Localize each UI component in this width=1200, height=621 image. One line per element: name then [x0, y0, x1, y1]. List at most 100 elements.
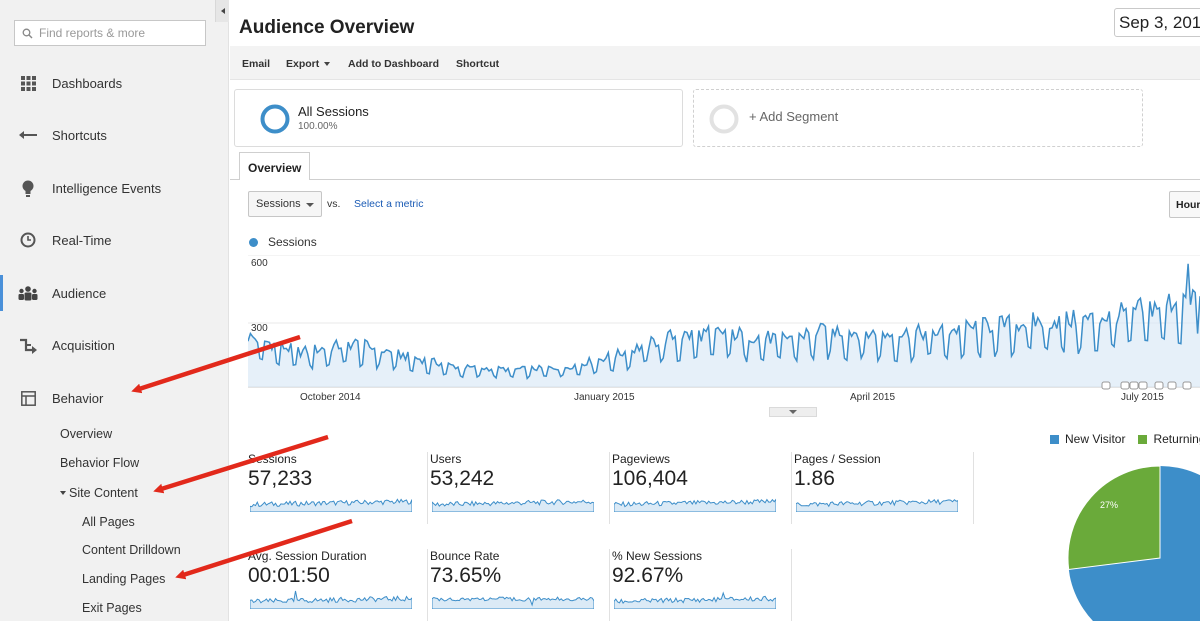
- tab-overview[interactable]: Overview: [239, 152, 310, 180]
- sub-item-content-drilldown[interactable]: Content Drilldown: [82, 543, 181, 557]
- search-input[interactable]: [39, 26, 199, 40]
- x-tick-label: January 2015: [574, 392, 635, 403]
- page-title: Audience Overview: [239, 17, 415, 38]
- segment-title: All Sessions: [298, 104, 369, 119]
- legend-swatch: [1050, 434, 1059, 444]
- nav-behavior[interactable]: Behavior: [0, 380, 228, 416]
- scorecard-label: Bounce Rate: [430, 549, 500, 563]
- clock-icon: [18, 230, 38, 250]
- caret-down-icon: [306, 203, 314, 207]
- empty-segment-ring-icon: [709, 104, 739, 134]
- scorecard-value: 00:01:50: [248, 564, 330, 587]
- nav-real-time[interactable]: Real-Time: [0, 222, 228, 258]
- scorecard-label: Sessions: [248, 452, 297, 466]
- scorecard-label: % New Sessions: [612, 549, 703, 563]
- shortcut-arrow-icon: [18, 125, 38, 145]
- legend-label: Sessions: [268, 235, 317, 249]
- scorecard-value: 73.65%: [430, 564, 502, 587]
- select-metric-link[interactable]: Select a metric: [354, 198, 424, 210]
- add-segment-box[interactable]: + Add Segment: [693, 89, 1143, 147]
- chevron-left-icon: [220, 8, 225, 14]
- nav-audience[interactable]: Audience: [0, 275, 228, 311]
- pie-label: 27%: [1100, 500, 1118, 510]
- scorecard-value: 92.67%: [612, 564, 684, 587]
- pie-legend: New Visitor Returning Visitor: [1050, 432, 1200, 446]
- caret-down-icon: [324, 62, 331, 66]
- scorecard-users[interactable]: Users 53,242: [430, 452, 610, 524]
- sub-item-behavior-flow[interactable]: Behavior Flow: [60, 456, 140, 470]
- scorecard-value: 57,233: [248, 467, 313, 490]
- legend-swatch: [1138, 434, 1148, 444]
- nav-label: Dashboards: [52, 75, 123, 91]
- legend-returning-visitor: Returning Visitor: [1138, 432, 1200, 446]
- nav-dashboards[interactable]: Dashboards: [0, 65, 228, 101]
- sub-item-site-content[interactable]: Site Content: [60, 486, 138, 500]
- scorecard-bounce-rate[interactable]: Bounce Rate 73.65%: [430, 549, 610, 621]
- segment-all-sessions[interactable]: All Sessions 100.00%: [234, 89, 683, 147]
- caret-down-icon: [789, 410, 797, 414]
- nav-label: Audience: [52, 285, 107, 301]
- nav-shortcuts[interactable]: Shortcuts: [0, 117, 228, 153]
- scorecard-avg-session-duration[interactable]: Avg. Session Duration 00:01:50: [248, 549, 428, 621]
- sparkline: [432, 499, 594, 512]
- scorecard-pageviews[interactable]: Pageviews 106,404: [612, 452, 792, 524]
- chart-legend: Sessions: [249, 235, 317, 249]
- hourly-button[interactable]: Hourly: [1169, 191, 1200, 218]
- sub-item-landing-pages[interactable]: Landing Pages: [82, 572, 166, 586]
- sub-item-exit-pages[interactable]: Exit Pages: [82, 601, 142, 615]
- collapse-sidebar-button[interactable]: [215, 0, 229, 22]
- sparkline: [432, 596, 594, 609]
- header: Audience Overview Sep 3, 2014: [230, 0, 1200, 46]
- sub-item-overview[interactable]: Overview: [60, 427, 113, 441]
- sidebar: Dashboards Shortcuts Intelligence Events…: [0, 0, 229, 621]
- segment-percentage: 100.00%: [298, 121, 338, 132]
- visitor-pie-chart: 27%: [1067, 465, 1200, 621]
- segment-ring-icon: [260, 104, 290, 134]
- nav-label: Acquisition: [52, 337, 115, 353]
- sparkline: [614, 498, 776, 512]
- date-range-picker[interactable]: Sep 3, 2014: [1114, 8, 1200, 37]
- email-button[interactable]: Email: [242, 58, 271, 70]
- legend-label: Returning Visitor: [1153, 432, 1200, 446]
- search-box[interactable]: [14, 20, 206, 46]
- sparkline: [250, 590, 412, 609]
- scorecard-label: Users: [430, 452, 462, 466]
- nav-label: Behavior: [52, 390, 104, 406]
- nav-label: Real-Time: [52, 232, 112, 248]
- nav-acquisition[interactable]: Acquisition: [0, 327, 228, 363]
- vs-label: vs.: [327, 198, 341, 210]
- metric-select[interactable]: Sessions: [248, 191, 322, 217]
- legend-label: New Visitor: [1065, 432, 1126, 446]
- chart-resize-handle[interactable]: [769, 407, 817, 417]
- x-tick-label: October 2014: [300, 392, 361, 403]
- shortcut-button[interactable]: Shortcut: [456, 58, 500, 70]
- caret-down-icon: [60, 491, 66, 495]
- sessions-line-chart: 600 300 October 2014 January 2015 April …: [248, 255, 1200, 403]
- x-tick-label: July 2015: [1121, 392, 1164, 403]
- pie-slice-returning: [1067, 465, 1161, 571]
- metric-select-value: Sessions: [256, 198, 301, 210]
- scorecard-label: Pages / Session: [794, 452, 881, 466]
- export-button[interactable]: Export: [286, 58, 331, 70]
- scorecard-pages-per-session[interactable]: Pages / Session 1.86: [794, 452, 974, 524]
- sparkline: [614, 591, 776, 609]
- export-label: Export: [286, 58, 320, 70]
- scorecard-value: 1.86: [794, 467, 835, 490]
- nav-intelligence-events[interactable]: Intelligence Events: [0, 170, 228, 206]
- legend-dot: [249, 237, 258, 247]
- sub-item-all-pages[interactable]: All Pages: [82, 515, 135, 529]
- sessions-series-line: [248, 263, 1200, 380]
- scorecard-label: Avg. Session Duration: [248, 549, 367, 563]
- y-tick-label: 600: [251, 258, 268, 269]
- toolbar: Email Export Add to Dashboard Shortcut: [230, 46, 1200, 80]
- add-to-dashboard-button[interactable]: Add to Dashboard: [348, 58, 439, 70]
- y-tick-label: 300: [251, 323, 268, 334]
- x-tick-label: April 2015: [850, 392, 895, 403]
- scorecard-new-sessions[interactable]: % New Sessions 92.67%: [612, 549, 792, 621]
- scorecard-sessions[interactable]: Sessions 57,233: [248, 452, 428, 524]
- grid-icon: [18, 73, 38, 93]
- sub-item-label: Site Content: [69, 486, 138, 500]
- scorecard-label: Pageviews: [612, 452, 671, 466]
- nav-label: Shortcuts: [52, 127, 107, 143]
- annotation-markers[interactable]: [1101, 381, 1192, 390]
